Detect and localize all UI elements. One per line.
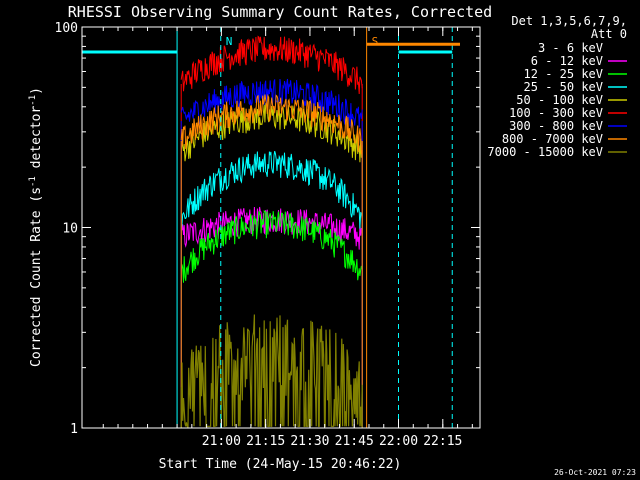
- series-line: [180, 78, 363, 128]
- y-axis-label-part: detector: [29, 106, 44, 177]
- y-axis-label-exponent: -1: [28, 95, 38, 106]
- series-8: [180, 314, 363, 429]
- legend-label: 3 - 6 keV: [538, 41, 603, 55]
- y-axis-label: Corrected Count Rate (s-1 detector-1): [28, 87, 44, 367]
- legend-label: 300 - 800 keV: [509, 119, 603, 133]
- x-tick-label: 21:00: [202, 434, 241, 449]
- series-line: [180, 206, 363, 250]
- series-line: [180, 35, 363, 95]
- y-tick-label: 1: [70, 422, 78, 437]
- series-line: [180, 150, 363, 229]
- x-tick-label: 21:30: [290, 434, 329, 449]
- legend-label: 800 - 7000 keV: [502, 132, 603, 146]
- x-axis-label: Start Time (24-May-15 20:46:22): [159, 457, 402, 472]
- legend-header-line1: Det 1,3,5,6,7,9,: [511, 14, 627, 28]
- series-line: [180, 102, 363, 163]
- series-line: [180, 314, 363, 429]
- y-axis-label-exponent: -1: [28, 176, 38, 187]
- series-line: [180, 209, 363, 283]
- x-tick-label: 22:00: [379, 434, 418, 449]
- marker-label: S: [372, 35, 379, 48]
- marker-label: N: [226, 35, 233, 48]
- legend-label: 100 - 300 keV: [509, 106, 603, 120]
- legend-label: 25 - 50 keV: [524, 80, 603, 94]
- legend-label: 12 - 25 keV: [524, 67, 603, 81]
- x-tick-label: 22:15: [423, 434, 462, 449]
- legend-label: 7000 - 15000 keV: [487, 145, 603, 159]
- y-tick-label: 100: [55, 21, 78, 36]
- x-tick-label: 21:45: [335, 434, 374, 449]
- legend-label: 50 - 100 keV: [516, 93, 603, 107]
- x-tick-label: 21:15: [246, 434, 285, 449]
- legend-header-line2: Att 0: [591, 27, 627, 41]
- y-axis-label-part: Corrected Count Rate (s: [29, 187, 44, 367]
- y-axis-label-part: ): [29, 87, 44, 95]
- data-layer: [180, 35, 363, 429]
- y-tick-label: 10: [62, 222, 78, 237]
- chart-title: RHESSI Observing Summary Count Rates, Co…: [68, 3, 492, 21]
- legend-label: 6 - 12 keV: [531, 54, 603, 68]
- series-line: [180, 93, 363, 155]
- footer-date: 26-Oct-2021 07:23: [554, 468, 636, 477]
- axes-layer: 100 10 1 21:00 21:15 21:30 21:45 22:00 22:15: [55, 21, 480, 449]
